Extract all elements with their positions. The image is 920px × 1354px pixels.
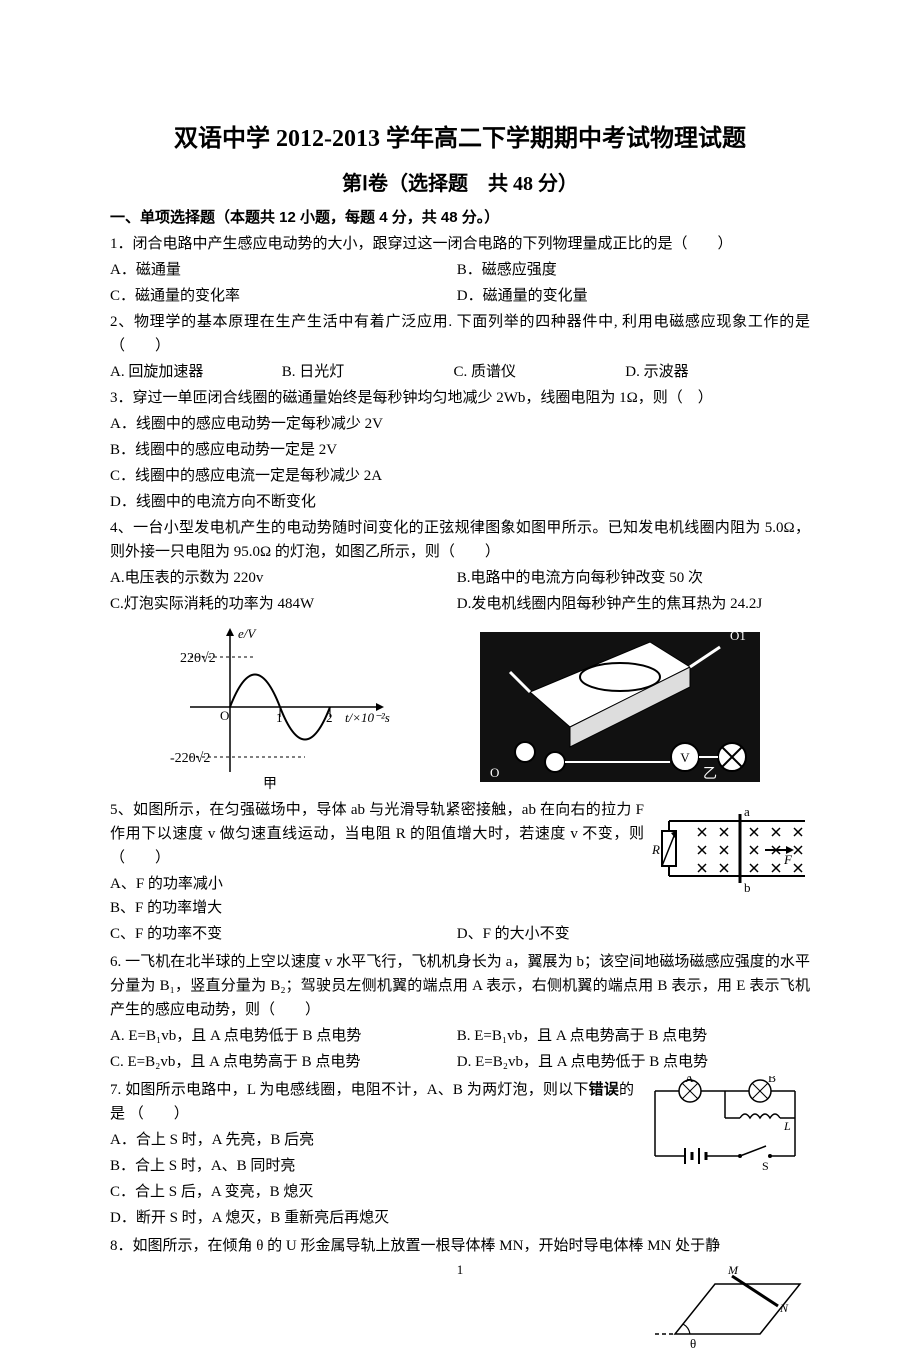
q7-opt-c: C．合上 S 后，A 变亮，B 熄灭 bbox=[110, 1180, 810, 1204]
q7-stem-bold: 错误 bbox=[589, 1081, 619, 1098]
q8-stem: 8．如图所示，在倾角 θ 的 U 形金属导轨上放置一根导体棒 MN，开始时导电体… bbox=[110, 1234, 810, 1258]
page-number: 1 bbox=[0, 1260, 920, 1281]
figure-q7: A B L S bbox=[640, 1076, 810, 1171]
q3-opt-c: C．线圈中的感应电流一定是每秒减少 2A bbox=[110, 464, 810, 488]
q2-options: A. 回旋加速器 B. 日光灯 C. 质谱仪 D. 示波器 bbox=[110, 360, 810, 384]
fig-jia-ypos: 220√2 bbox=[180, 651, 216, 666]
q4-opt-a: A.电压表的示数为 220v bbox=[110, 566, 453, 590]
q4-opt-b: B.电路中的电流方向每秒钟改变 50 次 bbox=[457, 566, 800, 590]
fig-yi-o1: O1 bbox=[730, 628, 746, 643]
fig7-s: S bbox=[762, 1159, 769, 1171]
figure-yi: O1 V O 乙 bbox=[470, 622, 770, 792]
q4-options-2: C.灯泡实际消耗的功率为 484W D.发电机线圈内阻每秒钟产生的焦耳热为 24… bbox=[110, 592, 810, 616]
q1-opt-b: B．磁感应强度 bbox=[457, 258, 800, 282]
q4-opt-c: C.灯泡实际消耗的功率为 484W bbox=[110, 592, 453, 616]
q5-opt-c: C、F 的功率不变 bbox=[110, 922, 453, 946]
page-subtitle: 第Ⅰ卷（选择题 共 48 分） bbox=[110, 168, 810, 200]
q5-opt-a: A、F 的功率减小 bbox=[110, 872, 453, 896]
q3-opt-a: A．线圈中的感应电动势一定每秒减少 2V bbox=[110, 412, 810, 436]
q6-options-1: A. E=B₁vb，且 A 点电势低于 B 点电势 B. E=B₁vb，且 A … bbox=[110, 1024, 810, 1048]
fig-jia-x1: 1 bbox=[276, 710, 283, 725]
section-1-heading: 一、单项选择题（本题共 12 小题，每题 4 分，共 48 分。） bbox=[110, 206, 810, 230]
q5-options-2: C、F 的功率不变 D、F 的大小不变 bbox=[110, 922, 810, 946]
q6-stem: 6. 一飞机在北半球的上空以速度 v 水平飞行，飞机机身长为 a，翼展为 b；该… bbox=[110, 950, 810, 1022]
q7-opt-d: D．断开 S 时，A 熄灭，B 重新亮后再熄灭 bbox=[110, 1206, 810, 1230]
exam-page: 双语中学 2012-2013 学年高二下学期期中考试物理试题 第Ⅰ卷（选择题 共… bbox=[0, 0, 920, 1340]
generator-circuit-icon: O1 V O 乙 bbox=[470, 622, 770, 792]
fig5-r: R bbox=[651, 842, 660, 857]
q7-stem-pre: 7. 如图所示电路中，L 为电感线圈，电阻不计，A、B 为两灯泡，则以下 bbox=[110, 1082, 589, 1098]
fig7-b: B bbox=[768, 1076, 776, 1085]
q3-opt-d: D．线圈中的电流方向不断变化 bbox=[110, 490, 810, 514]
q1-opt-d: D．磁通量的变化量 bbox=[457, 284, 800, 308]
q7-block: A B L S 7. 如图所示电路中，L 为电感线圈，电阻不计，A、B 为两灯泡… bbox=[110, 1076, 810, 1232]
fig5-a: a bbox=[744, 804, 750, 819]
rail-circuit-icon: a b F R bbox=[650, 796, 810, 896]
q6-opt-c: C. E=B₂vb，且 A 点电势高于 B 点电势 bbox=[110, 1050, 453, 1074]
figure-jia: e/V t/×10⁻²s 220√2 -220√2 O 1 2 甲 bbox=[150, 622, 390, 792]
lc-circuit-icon: A B L S bbox=[640, 1076, 810, 1171]
q2-opt-a: A. 回旋加速器 bbox=[110, 360, 278, 384]
q6-opt-d: D. E=B₂vb，且 A 点电势低于 B 点电势 bbox=[457, 1050, 800, 1074]
fig-jia-origin: O bbox=[220, 708, 229, 723]
q4-options-1: A.电压表的示数为 220v B.电路中的电流方向每秒钟改变 50 次 bbox=[110, 566, 810, 590]
fig-jia-ylabel: e/V bbox=[238, 626, 257, 641]
fig8-n: N bbox=[779, 1301, 789, 1315]
fig-yi-label: 乙 bbox=[703, 766, 717, 782]
fig-yi-voltmeter: V bbox=[680, 750, 690, 765]
q2-opt-b: B. 日光灯 bbox=[282, 360, 450, 384]
q2-opt-c: C. 质谱仪 bbox=[454, 360, 622, 384]
q1-opt-a: A．磁通量 bbox=[110, 258, 453, 282]
fig-jia-xlabel: t/×10⁻²s bbox=[345, 710, 390, 725]
q6-opt-b: B. E=B₁vb，且 A 点电势高于 B 点电势 bbox=[457, 1024, 800, 1048]
q3-stem: 3．穿过一单匝闭合线圈的磁通量始终是每秒钟均匀地减少 2Wb，线圈电阻为 1Ω，… bbox=[110, 386, 810, 410]
q5-opt-b: B、F 的功率增大 bbox=[110, 896, 453, 920]
q2-stem: 2、物理学的基本原理在生产生活中有着广泛应用. 下面列举的四种器件中, 利用电磁… bbox=[110, 310, 810, 358]
q5-block: a b F R 5、如图所示，在匀强磁场中，导体 ab 与光滑导轨紧密接触，ab… bbox=[110, 796, 810, 948]
q6-opt-a: A. E=B₁vb，且 A 点电势低于 B 点电势 bbox=[110, 1024, 453, 1048]
fig-jia-x2: 2 bbox=[326, 710, 333, 725]
q6-options-2: C. E=B₂vb，且 A 点电势高于 B 点电势 D. E=B₂vb，且 A … bbox=[110, 1050, 810, 1074]
fig-yi-o: O bbox=[490, 765, 499, 780]
q4-figures: e/V t/×10⁻²s 220√2 -220√2 O 1 2 甲 bbox=[110, 622, 810, 792]
fig-jia-label: 甲 bbox=[263, 777, 277, 792]
fig-jia-yneg: -220√2 bbox=[170, 751, 210, 766]
fig8-theta: θ bbox=[690, 1336, 696, 1351]
page-title: 双语中学 2012-2013 学年高二下学期期中考试物理试题 bbox=[110, 120, 810, 158]
q2-opt-d: D. 示波器 bbox=[625, 360, 793, 384]
q1-stem: 1．闭合电路中产生感应电动势的大小，跟穿过这一闭合电路的下列物理量成正比的是（ … bbox=[110, 232, 810, 256]
q1-options-2: C．磁通量的变化率 D．磁通量的变化量 bbox=[110, 284, 810, 308]
fig5-b: b bbox=[744, 880, 751, 895]
q3-opt-b: B．线圈中的感应电动势一定是 2V bbox=[110, 438, 810, 462]
q1-opt-c: C．磁通量的变化率 bbox=[110, 284, 453, 308]
q4-opt-d: D.发电机线圈内阻每秒钟产生的焦耳热为 24.2J bbox=[457, 592, 800, 616]
fig7-a: A bbox=[685, 1076, 694, 1085]
fig5-f: F bbox=[783, 852, 793, 867]
q1-options: A．磁通量 B．磁感应强度 bbox=[110, 258, 810, 282]
fig7-l: L bbox=[783, 1119, 791, 1133]
q5-opt-d: D、F 的大小不变 bbox=[457, 922, 800, 946]
figure-q5: a b F R bbox=[650, 796, 810, 896]
q4-stem: 4、一台小型发电机产生的电动势随时间变化的正弦规律图象如图甲所示。已知发电机线圈… bbox=[110, 516, 810, 564]
sine-graph-icon: e/V t/×10⁻²s 220√2 -220√2 O 1 2 甲 bbox=[150, 622, 390, 792]
